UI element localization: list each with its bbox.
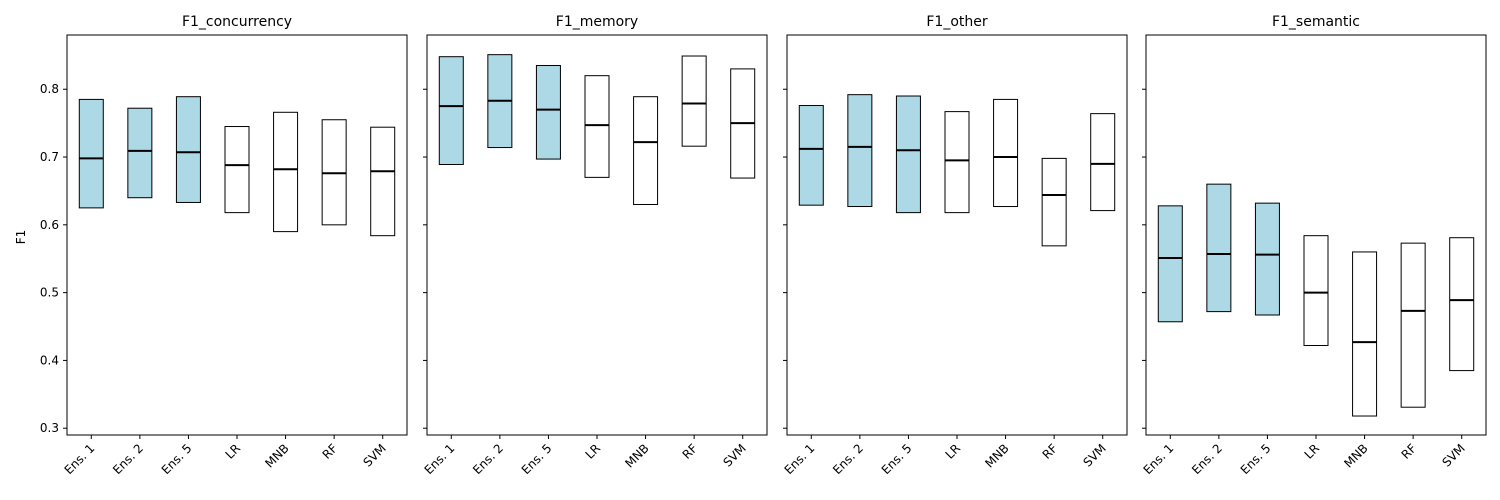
box-ens-2 (847, 94, 873, 208)
panel-title: F1_memory (556, 14, 638, 30)
box-svm (1449, 237, 1475, 372)
box-lr (584, 75, 610, 178)
box-ens-1 (798, 105, 824, 206)
panel-frame (426, 34, 768, 436)
y-tick-label: 0.4 (40, 353, 59, 367)
box-ens-2 (127, 107, 153, 199)
panel-title: F1_semantic (1272, 14, 1360, 30)
box-lr (1303, 235, 1329, 347)
y-tick-label: 0.6 (40, 218, 59, 232)
panel-frame (786, 34, 1128, 436)
box-mnb (1352, 251, 1378, 417)
box-ens-5 (1254, 202, 1280, 316)
box-ens-2 (1206, 183, 1232, 313)
box-mnb (273, 111, 299, 233)
box-lr (944, 111, 970, 214)
y-tick-label: 0.3 (40, 421, 59, 435)
y-tick-label: 0.8 (40, 82, 59, 96)
panel-frame (1145, 34, 1487, 436)
panel-title: F1_concurrency (182, 14, 292, 30)
box-ens-5 (895, 95, 921, 214)
box-rf (321, 119, 347, 226)
box-rf (681, 55, 707, 147)
box-ens-1 (438, 56, 464, 165)
box-rf (1400, 242, 1426, 408)
box-mnb (993, 98, 1019, 208)
box-rf (1041, 157, 1067, 247)
y-tick-label: 0.7 (40, 150, 59, 164)
panel-title: F1_other (926, 14, 988, 30)
box-ens-5 (535, 65, 561, 160)
box-ens-5 (175, 96, 201, 203)
y-tick-label: 0.5 (40, 286, 59, 300)
box-svm (370, 126, 396, 237)
box-ens-1 (78, 98, 104, 209)
box-mnb (633, 96, 659, 205)
box-lr (224, 126, 250, 214)
panel-frame (66, 34, 408, 436)
y-axis-label: F1 (14, 230, 28, 245)
box-ens-1 (1157, 205, 1183, 323)
box-svm (1090, 113, 1116, 212)
